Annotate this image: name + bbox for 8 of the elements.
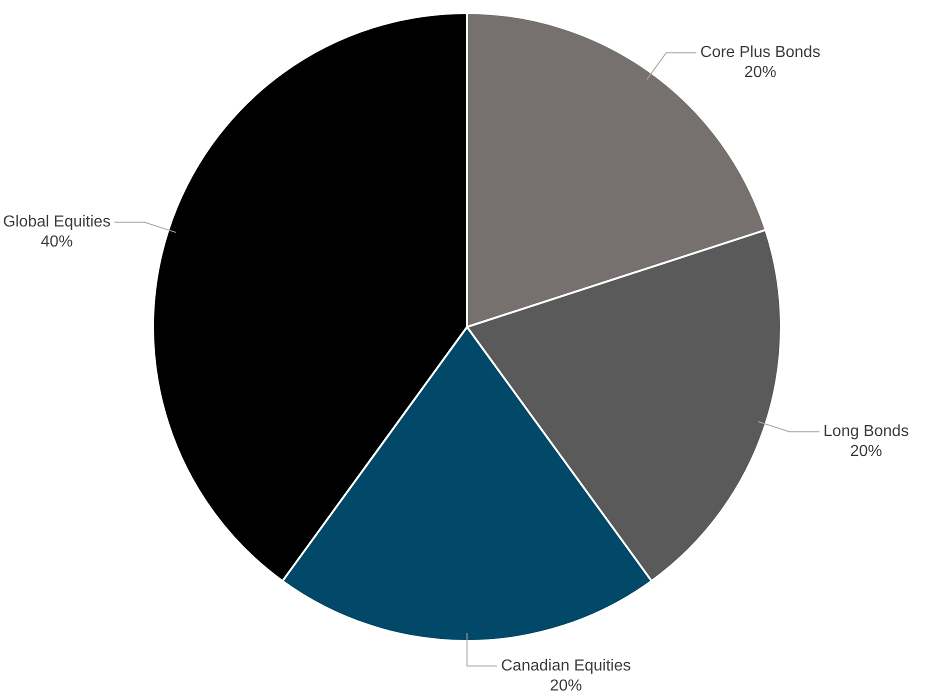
slice-label: Canadian Equities (501, 657, 631, 674)
data-label: 20% (550, 677, 582, 692)
data-label: 40% (40, 234, 73, 251)
data-label: 20% (850, 443, 882, 460)
data-label: 20% (744, 64, 776, 82)
slice-label: Global Equities (2, 214, 111, 231)
slice-label: Long Bonds (823, 423, 909, 440)
slice-label: Core Plus Bonds (700, 44, 820, 62)
